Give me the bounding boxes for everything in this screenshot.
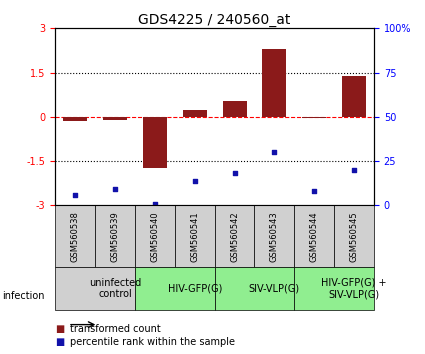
- Point: [271, 149, 278, 155]
- Text: GSM560540: GSM560540: [150, 211, 159, 262]
- Bar: [223, 101, 246, 117]
- Text: ■: ■: [55, 324, 65, 334]
- Point: [151, 201, 158, 206]
- Text: GSM560544: GSM560544: [310, 211, 319, 262]
- Bar: [103, 117, 127, 120]
- Bar: [55, 267, 135, 310]
- Point: [311, 188, 317, 194]
- Bar: [294, 267, 374, 310]
- Bar: [143, 117, 167, 169]
- Text: infection: infection: [2, 291, 45, 301]
- Point: [231, 171, 238, 176]
- Bar: [342, 75, 366, 117]
- Bar: [334, 205, 374, 267]
- Bar: [215, 205, 255, 267]
- Text: GSM560541: GSM560541: [190, 211, 199, 262]
- Bar: [135, 267, 215, 310]
- Point: [112, 187, 119, 192]
- Bar: [294, 205, 334, 267]
- Point: [191, 178, 198, 183]
- Text: GSM560539: GSM560539: [110, 211, 119, 262]
- Text: HIV-GFP(G): HIV-GFP(G): [167, 284, 222, 293]
- Bar: [262, 49, 286, 117]
- Bar: [255, 205, 294, 267]
- Bar: [55, 205, 95, 267]
- Text: uninfected
control: uninfected control: [89, 278, 141, 299]
- Text: HIV-GFP(G) +
SIV-VLP(G): HIV-GFP(G) + SIV-VLP(G): [321, 278, 387, 299]
- Point: [351, 167, 357, 173]
- Bar: [95, 205, 135, 267]
- Text: GSM560545: GSM560545: [350, 211, 359, 262]
- Text: SIV-VLP(G): SIV-VLP(G): [249, 284, 300, 293]
- Point: [72, 192, 79, 198]
- Bar: [302, 117, 326, 118]
- Text: percentile rank within the sample: percentile rank within the sample: [70, 337, 235, 347]
- Text: GSM560543: GSM560543: [270, 211, 279, 262]
- Text: GSM560542: GSM560542: [230, 211, 239, 262]
- Bar: [215, 267, 294, 310]
- Bar: [63, 117, 87, 121]
- Text: ■: ■: [55, 337, 65, 347]
- Text: transformed count: transformed count: [70, 324, 161, 334]
- Text: GSM560538: GSM560538: [71, 211, 79, 262]
- Bar: [183, 110, 207, 117]
- Title: GDS4225 / 240560_at: GDS4225 / 240560_at: [139, 13, 291, 27]
- Bar: [135, 205, 175, 267]
- Bar: [175, 205, 215, 267]
